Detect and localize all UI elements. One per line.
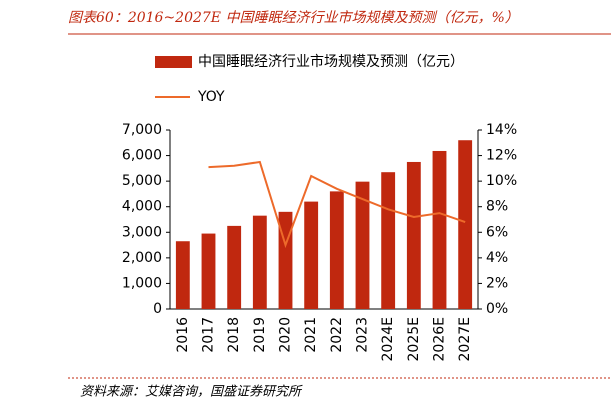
x-tick-label: 2018 — [226, 317, 242, 353]
y-tick-label: 0 — [153, 301, 162, 317]
bar — [329, 191, 344, 309]
bar — [381, 172, 396, 309]
y-tick-label: 7,000 — [122, 122, 162, 138]
legend-swatch — [155, 56, 192, 68]
x-tick-label: 2026E — [432, 317, 448, 361]
bar — [355, 181, 370, 309]
y-tick-label: 4,000 — [122, 199, 162, 215]
y2-tick-label: 0% — [486, 301, 508, 317]
bar — [304, 201, 319, 309]
bar — [201, 233, 216, 309]
y2-tick-label: 4% — [486, 250, 508, 266]
x-tick-label: 2019 — [252, 317, 268, 353]
legend-label: 中国睡眠经济行业市场规模及预测（亿元） — [198, 53, 464, 70]
line — [208, 160, 466, 249]
bar — [175, 241, 190, 309]
y-tick-label: 1,000 — [122, 275, 162, 291]
x-tick-label: 2017 — [201, 317, 217, 353]
y-tick-label: 2,000 — [122, 250, 162, 266]
x-tick-label: 2027E — [457, 317, 473, 361]
x-tick-label: 2022 — [329, 317, 345, 353]
bar — [252, 215, 267, 309]
x-tick-label: 2025E — [406, 317, 422, 361]
y2-tick-label: 8% — [486, 199, 508, 215]
legend-label: YOY — [197, 89, 225, 105]
y-tick-label: 6,000 — [122, 148, 162, 164]
y2-tick-label: 6% — [486, 224, 508, 240]
x-tick-label: 2023 — [355, 317, 371, 353]
x-tick-label: 2024E — [380, 317, 396, 361]
x-tick-label: 2021 — [303, 317, 319, 353]
bar — [406, 161, 421, 309]
bar — [458, 140, 473, 309]
chart-title: 图表60：2016~2027E 中国睡眠经济行业市场规模及预测（亿元，%） — [68, 10, 519, 26]
y-tick-label: 5,000 — [122, 173, 162, 189]
y-tick-label: 3,000 — [122, 224, 162, 240]
y2-tick-label: 14% — [486, 122, 517, 138]
x-tick-label: 2016 — [175, 317, 191, 353]
x-tick-label: 2020 — [278, 317, 294, 353]
bar — [227, 225, 242, 309]
bar — [432, 150, 447, 309]
y2-tick-label: 10% — [486, 173, 517, 189]
y2-tick-label: 12% — [486, 148, 517, 164]
y2-tick-label: 2% — [486, 275, 508, 291]
source: 资料来源：艾媒咨询，国盛证券研究所 — [80, 384, 303, 400]
